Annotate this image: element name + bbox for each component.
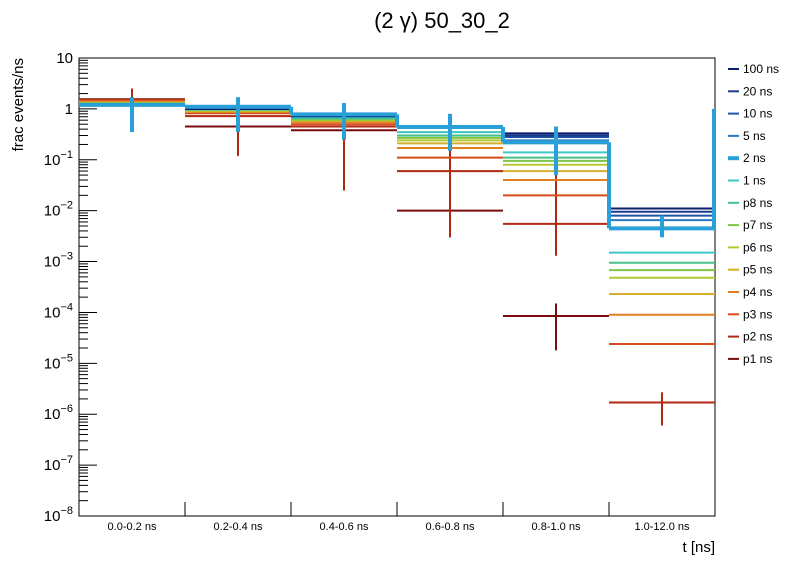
legend-label: p7 ns <box>743 218 772 232</box>
x-tick-label: 0.4-0.6 ns <box>320 521 369 533</box>
legend-label: p2 ns <box>743 330 772 344</box>
y-tick-label: 10 <box>56 50 73 67</box>
legend-label: p4 ns <box>743 285 772 299</box>
legend-label: 5 ns <box>743 129 766 143</box>
chart-title: (2 γ) 50_30_2 <box>374 8 510 33</box>
series-2-ns <box>79 97 716 238</box>
y-tick-label: 10−7 <box>44 454 73 474</box>
legend-label: 1 ns <box>743 174 766 188</box>
legend: 100 ns 20 ns 10 ns 5 ns 2 ns 1 ns p8 ns p7 ns p6… <box>728 62 779 366</box>
x-tick-label: 0.0-0.2 ns <box>108 521 157 533</box>
x-tick-label: 0.2-0.4 ns <box>214 521 263 533</box>
legend-label: p3 ns <box>743 307 772 321</box>
y-tick-label: 10−3 <box>44 251 73 271</box>
legend-label: 10 ns <box>743 107 772 121</box>
x-axis: 0.0-0.2 ns 0.2-0.4 ns 0.4-0.6 ns 0.6-0.8 ns… <box>108 502 690 533</box>
series-layer <box>79 88 716 426</box>
y-tick-label: 10−8 <box>44 505 73 525</box>
y-tick-label: 10−1 <box>44 149 73 169</box>
legend-label: p8 ns <box>743 196 772 210</box>
legend-label: 20 ns <box>743 84 772 98</box>
series-p2-ns <box>79 88 715 426</box>
x-tick-label: 0.6-0.8 ns <box>426 521 475 533</box>
legend-label: 100 ns <box>743 62 779 76</box>
legend-label: p1 ns <box>743 352 772 366</box>
y-tick-label: 10−4 <box>44 301 73 321</box>
legend-label: 2 ns <box>743 151 766 165</box>
y-tick-label: 1 <box>65 101 73 118</box>
x-axis-label: t [ns] <box>682 539 715 556</box>
y-tick-label: 10−2 <box>44 200 73 220</box>
legend-label: p5 ns <box>743 263 772 277</box>
x-tick-label: 0.8-1.0 ns <box>532 521 581 533</box>
y-axis: 10 1 10−1 10−2 10−3 10−4 10−5 10−6 10−7 10−8 <box>44 50 97 525</box>
y-tick-label: 10−5 <box>44 352 73 372</box>
y-tick-label: 10−6 <box>44 403 73 423</box>
legend-label: p6 ns <box>743 240 772 254</box>
x-tick-label: 1.0-12.0 ns <box>634 521 690 533</box>
y-axis-label: frac events/ns <box>10 58 27 151</box>
